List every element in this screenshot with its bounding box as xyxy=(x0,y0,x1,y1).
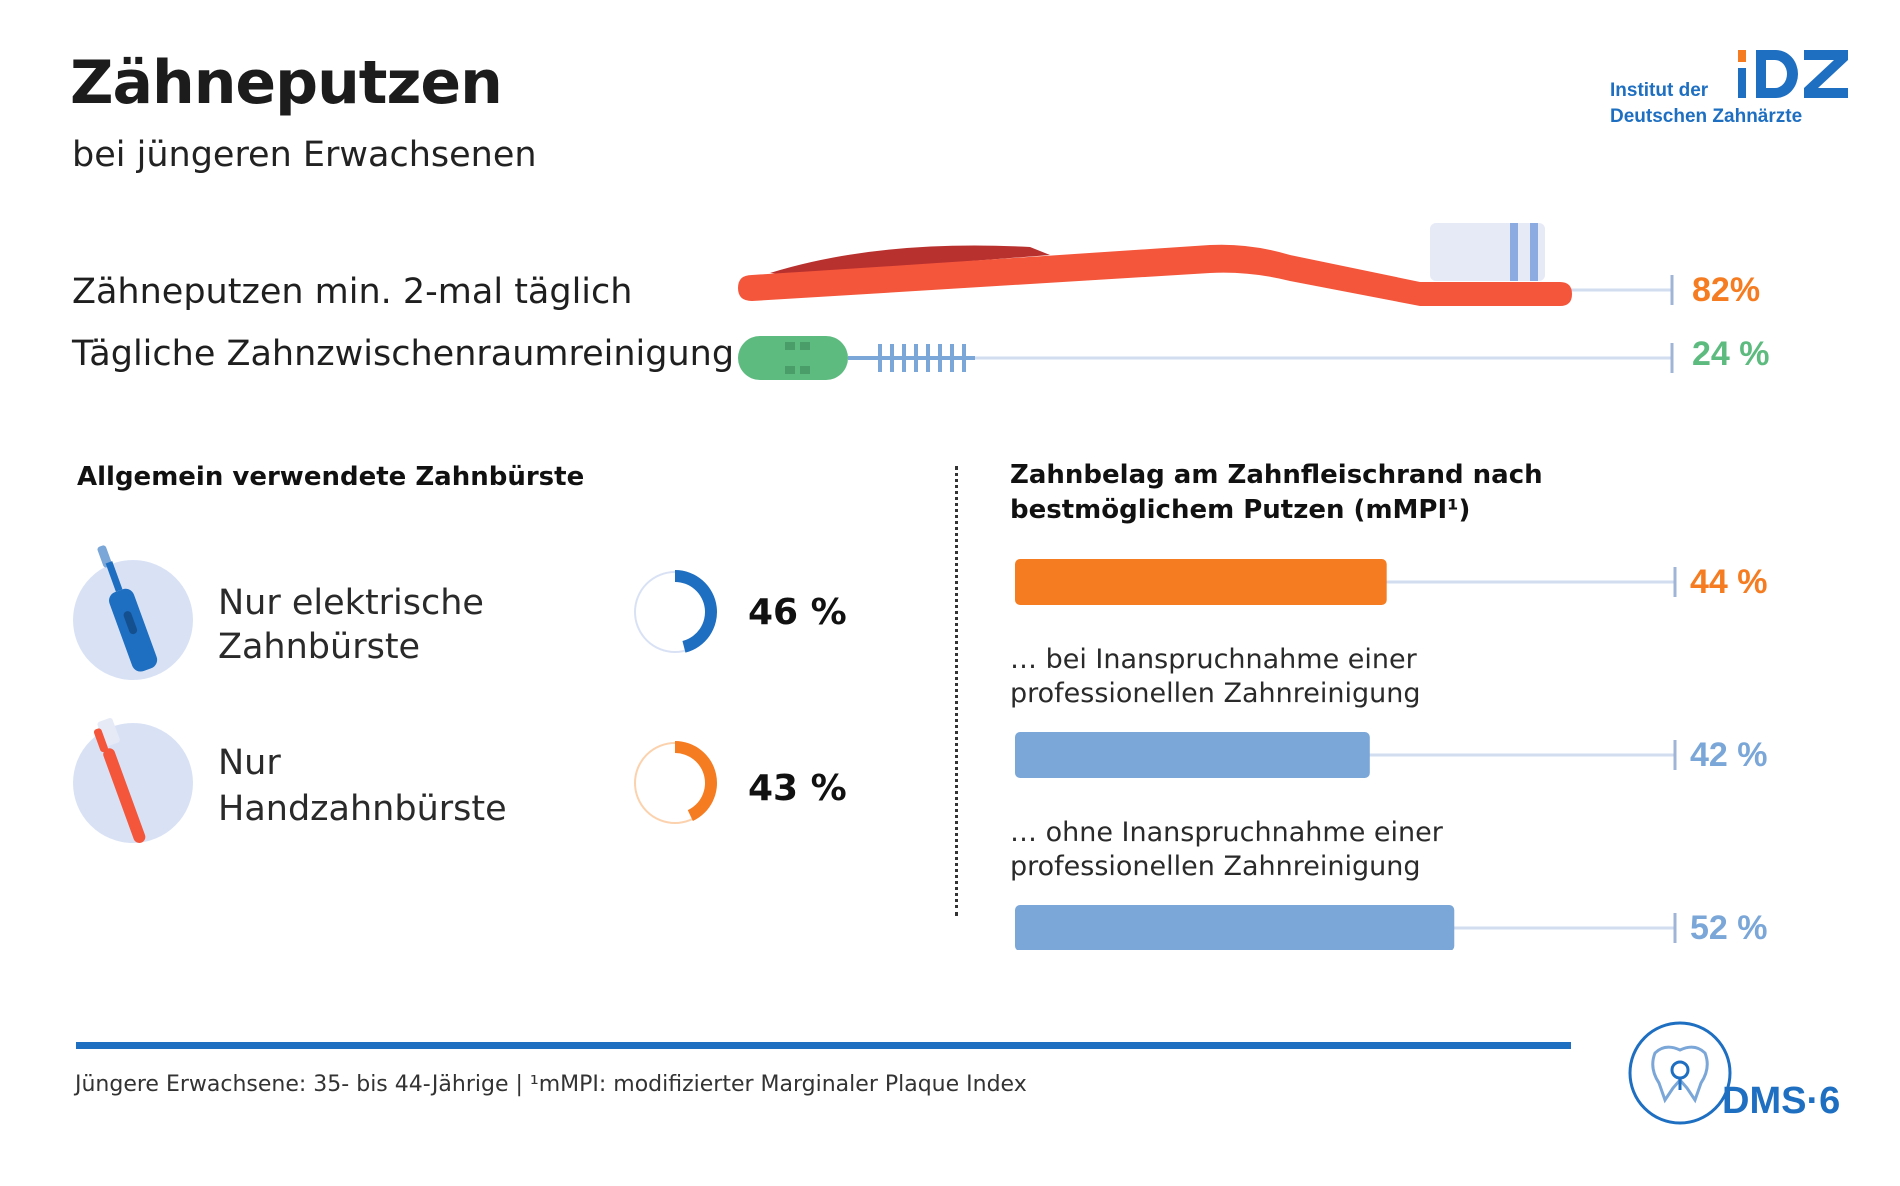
value-brushing: 82% xyxy=(1692,271,1761,309)
section-divider xyxy=(955,466,958,916)
logo-text-line2: Deutschen Zahnärzte xyxy=(1610,106,1803,127)
bar3-label-line1: … ohne Inanspruchnahme einer xyxy=(1010,817,1443,848)
electric-donut xyxy=(634,570,718,653)
interdental-brush-icon xyxy=(738,336,975,380)
electric-donut-slice xyxy=(675,570,718,653)
manual-value: 43 % xyxy=(748,768,847,809)
bar3-value: 52 % xyxy=(1690,909,1768,947)
electric-toothbrush-icon xyxy=(73,545,193,680)
electric-label-line1: Nur elektrische xyxy=(218,583,484,623)
plaque-bar-chart xyxy=(1015,559,1677,950)
bar2-label-line1: … bei Inanspruchnahme einer xyxy=(1010,644,1417,675)
row-label-brushing: Zähneputzen min. 2-mal täglich xyxy=(72,272,633,312)
toothbrush-icon xyxy=(738,223,1572,306)
row-label-interdental: Tägliche Zahnzwischenraumreinigung xyxy=(72,334,735,374)
bar1-value: 44 % xyxy=(1690,563,1768,601)
manual-label-line2: Handzahnbürste xyxy=(218,789,507,829)
toothbrush-bar xyxy=(738,223,1674,306)
footer-rule xyxy=(76,1042,1571,1049)
bar2-value: 42 % xyxy=(1690,736,1768,774)
right-heading-line1: Zahnbelag am Zahnfleischrand nach xyxy=(1010,460,1543,490)
right-heading-line2: bestmöglichem Putzen (mMPI¹) xyxy=(1010,495,1471,525)
manual-toothbrush-icon xyxy=(73,718,193,843)
page-title: Zähneputzen xyxy=(70,48,503,118)
dms-tooth-icon xyxy=(1628,1021,1732,1125)
bar3-label-line2: professionellen Zahnreinigung xyxy=(1010,851,1421,882)
logo-text-line1: Institut der xyxy=(1610,80,1709,101)
plaque-bar xyxy=(1015,905,1455,950)
electric-label-line2: Zahnbürste xyxy=(218,627,421,667)
dms-badge: DMS·6 xyxy=(1722,1080,1841,1122)
value-interdental: 24 % xyxy=(1692,335,1770,373)
left-section-heading: Allgemein verwendete Zahnbürste xyxy=(77,462,585,492)
plaque-bar xyxy=(1015,559,1387,605)
electric-value: 46 % xyxy=(748,592,847,633)
idz-mark-icon xyxy=(1738,50,1848,98)
plaque-bar xyxy=(1015,732,1370,778)
manual-label-line1: Nur xyxy=(218,743,281,783)
footnote: Jüngere Erwachsene: 35- bis 44-Jährige |… xyxy=(75,1072,1027,1097)
manual-donut xyxy=(634,741,717,824)
page-subtitle: bei jüngeren Erwachsenen xyxy=(72,135,537,175)
bar2-label-line2: professionellen Zahnreinigung xyxy=(1010,678,1421,709)
manual-donut-slice xyxy=(675,741,717,822)
interdental-bar xyxy=(738,336,1674,380)
idz-logo: Institut der Deutschen Zahnärzte xyxy=(1610,50,1860,130)
